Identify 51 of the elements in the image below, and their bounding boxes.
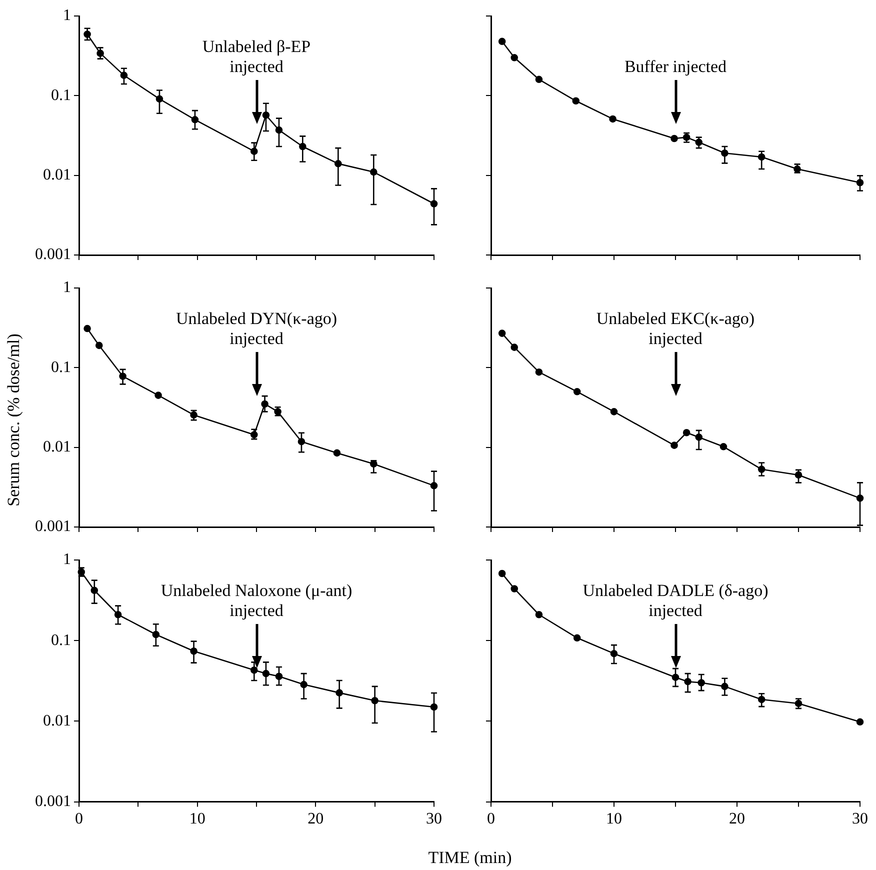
annotation: Unlabeled Naloxone (μ-ant) injected [160,580,352,620]
point [535,368,543,376]
x-tick-label: 0 [487,810,495,828]
point [498,38,506,46]
annotation: Unlabeled DADLE (δ-ago) injected [582,580,768,620]
point [154,392,162,399]
x-tick-label: 20 [729,810,745,828]
point [609,115,616,123]
y-tick-label: 0.001 [35,793,71,810]
x-tick-label: 0 [75,810,83,828]
y-tick-label: 0.1 [51,632,71,649]
y-tick-label: 1 [63,551,71,568]
point [510,585,518,592]
point [682,428,690,436]
point [510,344,518,351]
point [498,570,506,578]
point [498,330,506,337]
x-tick-label: 10 [189,810,206,828]
point [856,718,864,726]
y-tick-label: 0.01 [43,438,71,456]
point [670,442,678,449]
point [720,443,728,450]
point [610,408,618,416]
point [573,388,581,396]
y-tick-label: 0.001 [35,518,71,536]
annotation: Unlabeled EKC(κ-ago) injected [596,308,755,348]
x-tick-label: 30 [852,810,868,828]
x-axis-title: TIME (min) [428,848,512,868]
point [95,342,103,350]
point [573,634,581,642]
annotation: Unlabeled DYN(κ-ago) injected [176,308,338,348]
x-tick-label: 20 [308,810,324,828]
point [670,134,678,142]
point [84,324,91,332]
x-tick-label: 10 [606,810,622,828]
y-tick-label: 0.1 [51,358,71,376]
point [572,97,580,105]
y-tick-label: 1 [63,7,71,24]
x-tick-label: 30 [426,810,442,828]
y-tick-label: 0.01 [43,166,71,184]
point [535,610,543,618]
y-tick-label: 0.1 [51,86,71,104]
point [333,449,341,457]
point [535,76,543,84]
annotation: Unlabeled β-EP injected [202,36,311,76]
y-tick-label: 1 [63,279,71,296]
y-tick-label: 0.001 [35,246,71,264]
annotation: Buffer injected [624,56,728,76]
point [510,54,518,62]
y-tick-label: 0.01 [43,712,71,730]
y-axis-title: Serum conc. (% dose/ml) [4,334,24,506]
